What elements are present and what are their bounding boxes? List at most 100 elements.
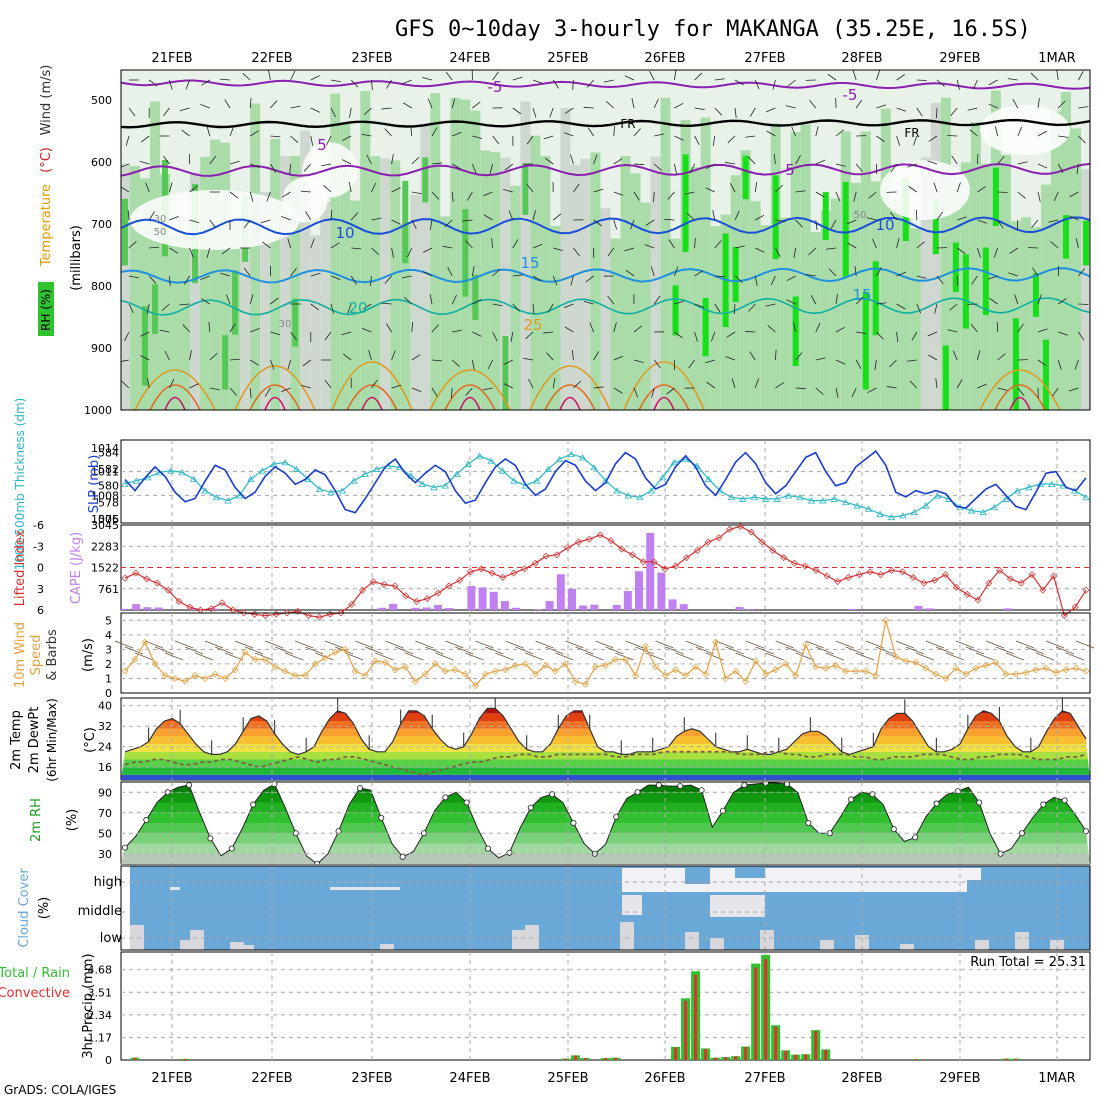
wind-speed-marker: [622, 656, 630, 664]
cape-bar: [422, 607, 431, 610]
thickness-marker: [670, 459, 678, 466]
upper-frame: [120, 69, 1091, 411]
wind-barb: [694, 270, 704, 277]
wind-barb: [503, 359, 513, 365]
wind-speed-marker: [171, 674, 179, 682]
cape-bar: [646, 532, 655, 610]
wind-barb: [653, 163, 663, 171]
wind-barb: [830, 219, 837, 229]
wind-barb: [855, 359, 862, 370]
wind-barb: [876, 267, 882, 277]
slp-tick: 1008: [91, 489, 119, 502]
contour-label: 5: [317, 136, 327, 154]
cape-bar: [210, 608, 219, 610]
wind-speed-marker: [982, 661, 990, 669]
wind-speed-marker: [822, 664, 830, 672]
wind-barb-10m: [1035, 652, 1055, 661]
li-marker: [747, 528, 755, 536]
wind-barb: [1078, 106, 1089, 109]
rh-shade-band: [770, 123, 781, 410]
thickness-marker: [372, 465, 381, 472]
wind-speed-marker: [461, 670, 469, 678]
rh-marker: [677, 783, 684, 790]
li-marker: [1082, 586, 1090, 594]
precip-panel: 0 1.17 2.34 3.51 4.68 Run Total = 25.31 Total …: [0, 951, 1091, 1067]
wind-barb: [936, 211, 944, 221]
wind-barb: [734, 107, 737, 118]
wind-barb: [250, 163, 260, 168]
wind-barb: [302, 359, 312, 367]
contour-label: FR: [620, 117, 635, 131]
thickness-marker: [430, 484, 438, 491]
wind-barb-10m: [555, 652, 574, 661]
rh-shade-core: [232, 270, 239, 335]
rh-legend-swatch: [38, 282, 54, 336]
wind-barb: [145, 182, 150, 193]
thickness-marker: [487, 457, 495, 464]
thickness-marker: [636, 493, 644, 501]
wind-barb: [431, 324, 439, 333]
cape-bar: [612, 604, 621, 610]
wind-speed-marker: [351, 667, 359, 675]
cloud-low-patch: [685, 932, 699, 950]
wind-barb-10m: [645, 652, 664, 661]
wind-barb: [987, 275, 998, 280]
rh-shade-band: [920, 157, 931, 410]
rh-marker: [719, 807, 726, 814]
wind-barb: [1068, 387, 1079, 392]
rh-2m-panel: 30 50 70 90 2m RH (%): [29, 781, 1091, 865]
thickness-marker: [910, 508, 919, 516]
wind-barb: [815, 357, 826, 361]
rh-shade-band: [990, 90, 1001, 410]
date-label-top: 22FEB: [251, 51, 292, 66]
cape-bar: [545, 601, 554, 610]
wind-speed-marker: [692, 663, 700, 671]
wind-tick: 4: [105, 629, 112, 642]
wind-speed-marker: [561, 660, 569, 668]
wind-barb: [613, 219, 618, 230]
li-marker: [240, 609, 248, 617]
wind-barb: [1069, 215, 1079, 221]
rh-shade-core: [292, 298, 299, 347]
rh-shade-band: [750, 201, 761, 410]
wind-barb: [148, 275, 157, 284]
wind-barb: [653, 98, 659, 109]
wind-barb: [607, 247, 615, 257]
wind-barb: [734, 210, 740, 221]
li-marker: [661, 565, 669, 573]
thickness-marker: [750, 493, 758, 501]
wind-barb: [266, 191, 271, 202]
rh-shade-band: [1050, 111, 1061, 410]
rh-shade-band: [420, 124, 431, 410]
wind-barb: [916, 275, 927, 279]
wind-barb: [270, 297, 279, 305]
wind-barb: [936, 107, 938, 119]
wind-barb: [734, 275, 743, 283]
wind-speed-marker: [441, 667, 449, 675]
wind-barb-10m: [1045, 640, 1065, 649]
rh-shade-core: [522, 163, 529, 215]
wind-barb: [1037, 328, 1048, 333]
rh-shade-core: [122, 198, 128, 266]
wind-speed-marker: [682, 672, 690, 680]
wind-barb: [189, 383, 199, 389]
wind-barb: [371, 379, 378, 389]
rh-shade-core: [822, 192, 829, 241]
wind-barb: [492, 303, 503, 307]
wind-barb: [583, 106, 594, 109]
temp-band: [121, 751, 1090, 760]
wind-barb-10m: [765, 652, 784, 661]
wind-barb: [846, 219, 857, 225]
wind-barb: [492, 331, 498, 342]
cloud-clear-high: [622, 868, 967, 892]
li-marker: [682, 554, 690, 562]
wind-barb: [451, 191, 454, 202]
wind-speed-marker: [672, 666, 680, 674]
thickness-marker: [533, 477, 541, 484]
wind-barb: [613, 322, 617, 333]
wind-barb: [775, 184, 783, 193]
wind-barb: [403, 102, 413, 109]
contour-label: -5: [843, 86, 858, 104]
wind-speed-marker: [311, 660, 319, 668]
wind-barb: [1050, 241, 1059, 249]
